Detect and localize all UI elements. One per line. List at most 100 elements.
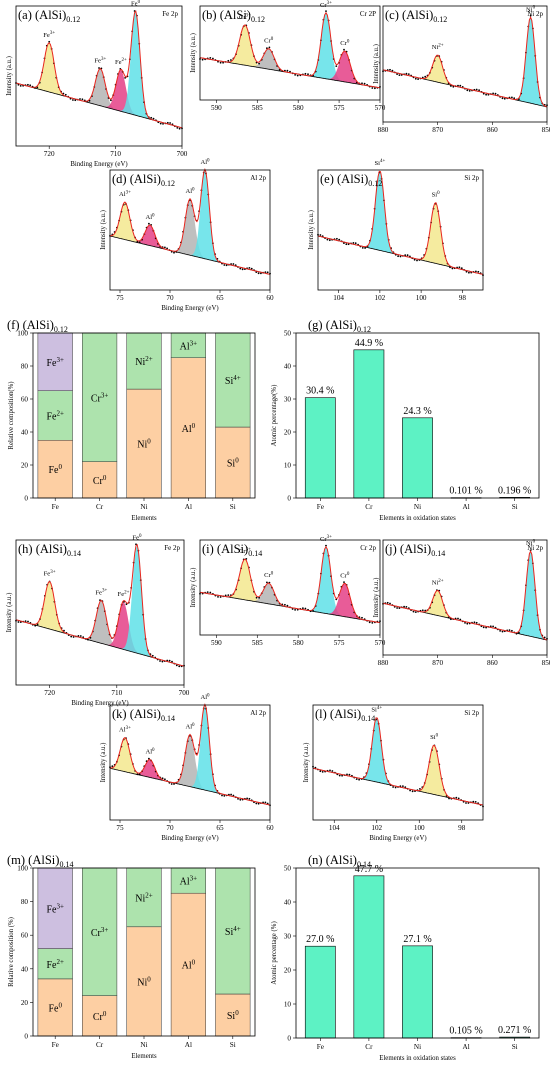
xps-data-point (222, 61, 225, 64)
x-tick-label: 860 (487, 126, 498, 134)
xps-panel-i: Cr3+ Cr0 Cr3+ Cr0 590 585 580 575 570 Intensity (… (190, 535, 386, 647)
xps-data-point (227, 59, 230, 62)
xps-data-point (331, 770, 334, 772)
xps-data-point (219, 596, 222, 598)
xps-data-point (467, 802, 470, 804)
x-axis-label: Binding Energy (eV) (369, 835, 426, 842)
y-axis-label: Intensity (a.u.) (373, 44, 380, 84)
segment-label: Si0 (227, 1009, 239, 1022)
xps-data-point (209, 57, 212, 59)
xps-data-point (421, 609, 424, 612)
xps-data-point (398, 74, 401, 76)
x-tick-label: Ni (140, 1041, 147, 1049)
xps-data-point (289, 70, 291, 73)
x-tick-label: Ni (414, 503, 421, 511)
bar-panel-g: 30.4 % Fe 44.9 % Cr 24.3 % Ni 0.101 % Al 0.196 %… (271, 318, 540, 522)
peak-label: Ni0 (526, 540, 536, 548)
stacked-bar-segment (215, 426, 251, 499)
xps-component-peak (16, 600, 184, 667)
xps-data-point (110, 99, 112, 102)
peak-label: Al0 (185, 723, 195, 731)
xps-data-point (19, 85, 22, 87)
x-axis-label: Binding Energy (eV) (161, 835, 218, 842)
xps-data-point (511, 96, 513, 99)
xps-data-point (284, 603, 286, 606)
xps-data-point (394, 786, 397, 789)
x-axis-label: Elements in oxidation states (379, 515, 456, 522)
xps-data-point (346, 773, 348, 776)
x-tick-label: 860 (487, 659, 498, 667)
xps-data-point (138, 241, 141, 244)
xps-data-point (164, 246, 166, 249)
xps-data-point (225, 264, 228, 267)
x-tick-label: 850 (542, 659, 550, 667)
stacked-bar-segment (37, 978, 73, 1037)
stacked-bar-segment (37, 390, 73, 441)
y-axis-label: Intensity (a.u.) (373, 578, 380, 618)
x-tick-label: 590 (211, 639, 222, 647)
xps-data-point (72, 636, 75, 638)
xps-data-point (482, 626, 485, 629)
xps-data-point (319, 234, 322, 236)
stacked-bar-segment (82, 995, 118, 1037)
bar-panel-n: 27.0 % Fe 47.7 % Cr 27.1 % Ni 0.105 % Al 0.271 %… (271, 853, 540, 1062)
spectrum-tag: Al 2p (250, 174, 266, 182)
y-tick-label: 50 (284, 330, 292, 338)
xps-data-point (304, 72, 307, 75)
xps-data-point (81, 98, 84, 101)
x-tick-label: Fe (52, 503, 59, 511)
xps-data-point (355, 778, 358, 780)
y-axis-label: Intensity (a.u.) (6, 56, 13, 96)
segment-label: Al3+ (180, 875, 198, 888)
x-tick-label: 98 (458, 824, 466, 832)
xps-data-point (399, 255, 402, 258)
xps-data-point (419, 788, 421, 790)
y-axis-label: Atomic percentage(%) (271, 385, 278, 447)
xps-data-point (411, 790, 414, 793)
plot-frame (109, 169, 271, 291)
xps-data-point (239, 267, 242, 270)
plot-frame (199, 539, 381, 636)
xps-data-point (166, 121, 169, 124)
xps-data-point (402, 785, 404, 787)
xps-data-point (223, 264, 226, 266)
xps-component-peak (200, 51, 380, 88)
xps-fit-envelope (110, 703, 271, 806)
xps-data-point (268, 46, 271, 49)
xps-data-point (543, 636, 546, 639)
xps-data-point (209, 591, 212, 594)
plot-frame (382, 539, 548, 656)
y-axis-label: Atomic percentage (%) (271, 921, 278, 984)
xps-data-point (314, 766, 317, 769)
xps-data-point (34, 624, 37, 627)
xps-data-point (364, 247, 366, 249)
x-tick-label: 850 (542, 126, 550, 134)
xps-data-point (492, 92, 494, 95)
xps-data-point (217, 596, 219, 598)
x-tick-label: 585 (252, 639, 263, 647)
x-tick-label: 65 (216, 824, 224, 832)
xps-data-point (166, 247, 169, 250)
xps-data-point (450, 618, 452, 621)
segment-label: Cr0 (93, 474, 107, 487)
xps-data-point (451, 267, 454, 270)
panel-title: (d) (AlSi)0.12 (112, 172, 175, 188)
xps-data-point (266, 271, 269, 274)
xps-data-point (138, 773, 141, 776)
xps-data-point (241, 268, 244, 271)
segment-label: Ni2+ (135, 891, 153, 904)
xps-data-point (416, 259, 418, 262)
peak-label: Cr3+ (320, 1, 332, 9)
stacked-bar-segment (126, 867, 162, 928)
x-tick-label: Al (463, 503, 470, 511)
xps-data-point (475, 621, 478, 624)
xps-data-point (168, 659, 171, 662)
peak-label: Cr0 (340, 40, 350, 48)
xps-data-point (246, 797, 249, 800)
xps-data-point (173, 251, 175, 254)
x-tick-label: Fe (52, 1041, 59, 1049)
spectrum-tag: Si 2p (464, 174, 479, 182)
xps-data-point (286, 69, 289, 72)
xps-data-point (230, 263, 233, 265)
y-axis-label: Intensity (a.u.) (190, 568, 197, 608)
